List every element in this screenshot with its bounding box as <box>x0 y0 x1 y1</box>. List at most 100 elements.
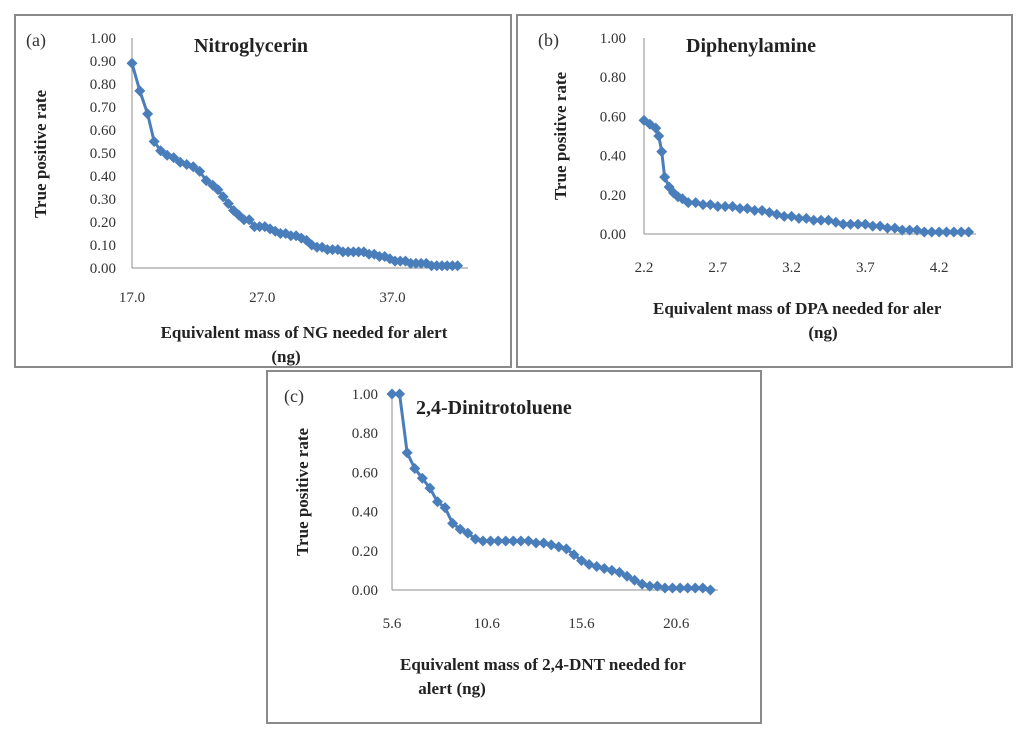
data-point <box>955 226 967 238</box>
chart-a: 0.00 0.10 0.20 0.30 0.40 0.50 0.60 0.70 0.80 0.90… <box>26 30 468 366</box>
data-point <box>963 226 975 238</box>
data-point <box>852 218 864 230</box>
y-tick-label: 0.50 <box>90 146 116 162</box>
x-axis-label: Equivalent mass of DPA needed for aler <box>653 299 942 318</box>
data-point <box>704 199 716 211</box>
data-point <box>697 199 709 211</box>
data-point <box>386 388 398 400</box>
data-point <box>485 535 497 547</box>
data-point <box>613 566 625 578</box>
y-tick-label: 0.60 <box>600 109 626 125</box>
y-tick-label: 0.70 <box>90 100 116 116</box>
panel-c: 0.00 0.20 0.40 0.60 0.80 1.00 5.6 10.6 15.6 20.6 (… <box>266 370 762 724</box>
data-point <box>644 580 656 592</box>
y-tick-label: 0.00 <box>90 261 116 277</box>
data-point <box>560 543 572 555</box>
data-point <box>454 523 466 535</box>
data-point <box>126 57 138 69</box>
data-point <box>530 537 542 549</box>
data-point <box>904 224 916 236</box>
data-point <box>522 535 534 547</box>
x-tick-label: 5.6 <box>383 616 402 632</box>
data-point <box>500 535 512 547</box>
chart-title: Nitroglycerin <box>194 35 308 57</box>
data-point <box>515 535 527 547</box>
data-point <box>394 388 406 400</box>
data-point <box>148 136 160 147</box>
data-point <box>808 214 820 226</box>
y-tick-label: 0.00 <box>352 583 378 599</box>
y-tick-label: 1.00 <box>352 387 378 403</box>
data-point <box>538 537 550 549</box>
data-point <box>712 201 724 213</box>
data-point <box>704 584 716 596</box>
data-point <box>545 539 557 551</box>
data-point <box>763 206 775 218</box>
data-point <box>591 560 603 572</box>
y-tick-label: 0.20 <box>352 544 378 560</box>
data-point <box>778 210 790 222</box>
x-tick-label: 27.0 <box>249 290 275 306</box>
data-point <box>424 482 436 494</box>
data-point <box>368 248 380 260</box>
y-tick-label: 0.00 <box>600 227 626 243</box>
panel-a: 0.00 0.10 0.20 0.30 0.40 0.50 0.60 0.70 0.80 0.90… <box>14 14 512 368</box>
x-tick-label: 2.7 <box>708 260 727 276</box>
y-tick-label: 0.40 <box>600 149 626 165</box>
y-tick-label: 0.80 <box>90 77 116 93</box>
data-point <box>933 226 945 238</box>
data-point <box>222 198 234 210</box>
y-tick-label: 0.60 <box>90 123 116 139</box>
data-point <box>142 108 154 120</box>
data-point <box>867 220 879 232</box>
x-tick-label: 2.2 <box>635 260 654 276</box>
data-point <box>830 216 842 228</box>
data-point <box>651 580 663 592</box>
data-point <box>940 226 952 238</box>
data-point <box>719 201 731 213</box>
data-point <box>187 161 199 173</box>
data-point <box>200 175 212 187</box>
data-point <box>401 447 413 459</box>
x-tick-label: 17.0 <box>119 290 145 306</box>
data-point <box>553 541 565 553</box>
data-point <box>477 535 489 547</box>
data-point <box>598 562 610 574</box>
data-point <box>492 535 504 547</box>
data-point <box>259 221 271 233</box>
data-point <box>653 130 665 142</box>
data-point <box>896 224 908 236</box>
data-point <box>134 85 146 97</box>
data-point <box>168 152 180 164</box>
data-point <box>416 472 428 484</box>
data-point <box>815 214 827 226</box>
data-point <box>948 226 960 238</box>
y-tick-label: 0.10 <box>90 238 116 254</box>
x-tick-label: 4.2 <box>930 260 949 276</box>
data-point <box>629 574 641 586</box>
data-point <box>656 146 668 158</box>
y-tick-label: 0.40 <box>352 505 378 521</box>
y-tick-label: 0.20 <box>90 215 116 231</box>
data-point <box>155 145 167 157</box>
chart-b: 0.00 0.20 0.40 0.60 0.80 1.00 2.2 2.7 3.2 3.7 4.2 (… <box>538 30 976 342</box>
chart-c: 0.00 0.20 0.40 0.60 0.80 1.00 5.6 10.6 15.6 20.6 (… <box>284 386 718 698</box>
x-axis-label: Equivalent mass of 2,4-DNT needed for <box>400 655 686 674</box>
data-point <box>682 582 694 594</box>
data-point <box>859 218 871 230</box>
data-point <box>734 203 746 215</box>
x-axis-label-line2: alert (ng) <box>418 679 486 698</box>
y-tick-label: 0.40 <box>90 169 116 185</box>
data-point <box>469 533 481 545</box>
data-point <box>621 570 633 582</box>
data-point <box>462 527 474 539</box>
data-point <box>881 222 893 234</box>
data-point <box>583 559 595 571</box>
panel-label: (a) <box>26 30 46 51</box>
x-tick-label: 10.6 <box>474 616 501 632</box>
x-tick-label: 37.0 <box>379 290 405 306</box>
y-axis-label: True positive rate <box>31 90 50 219</box>
data-point <box>674 582 686 594</box>
data-point <box>663 181 675 193</box>
data-point <box>439 502 451 514</box>
